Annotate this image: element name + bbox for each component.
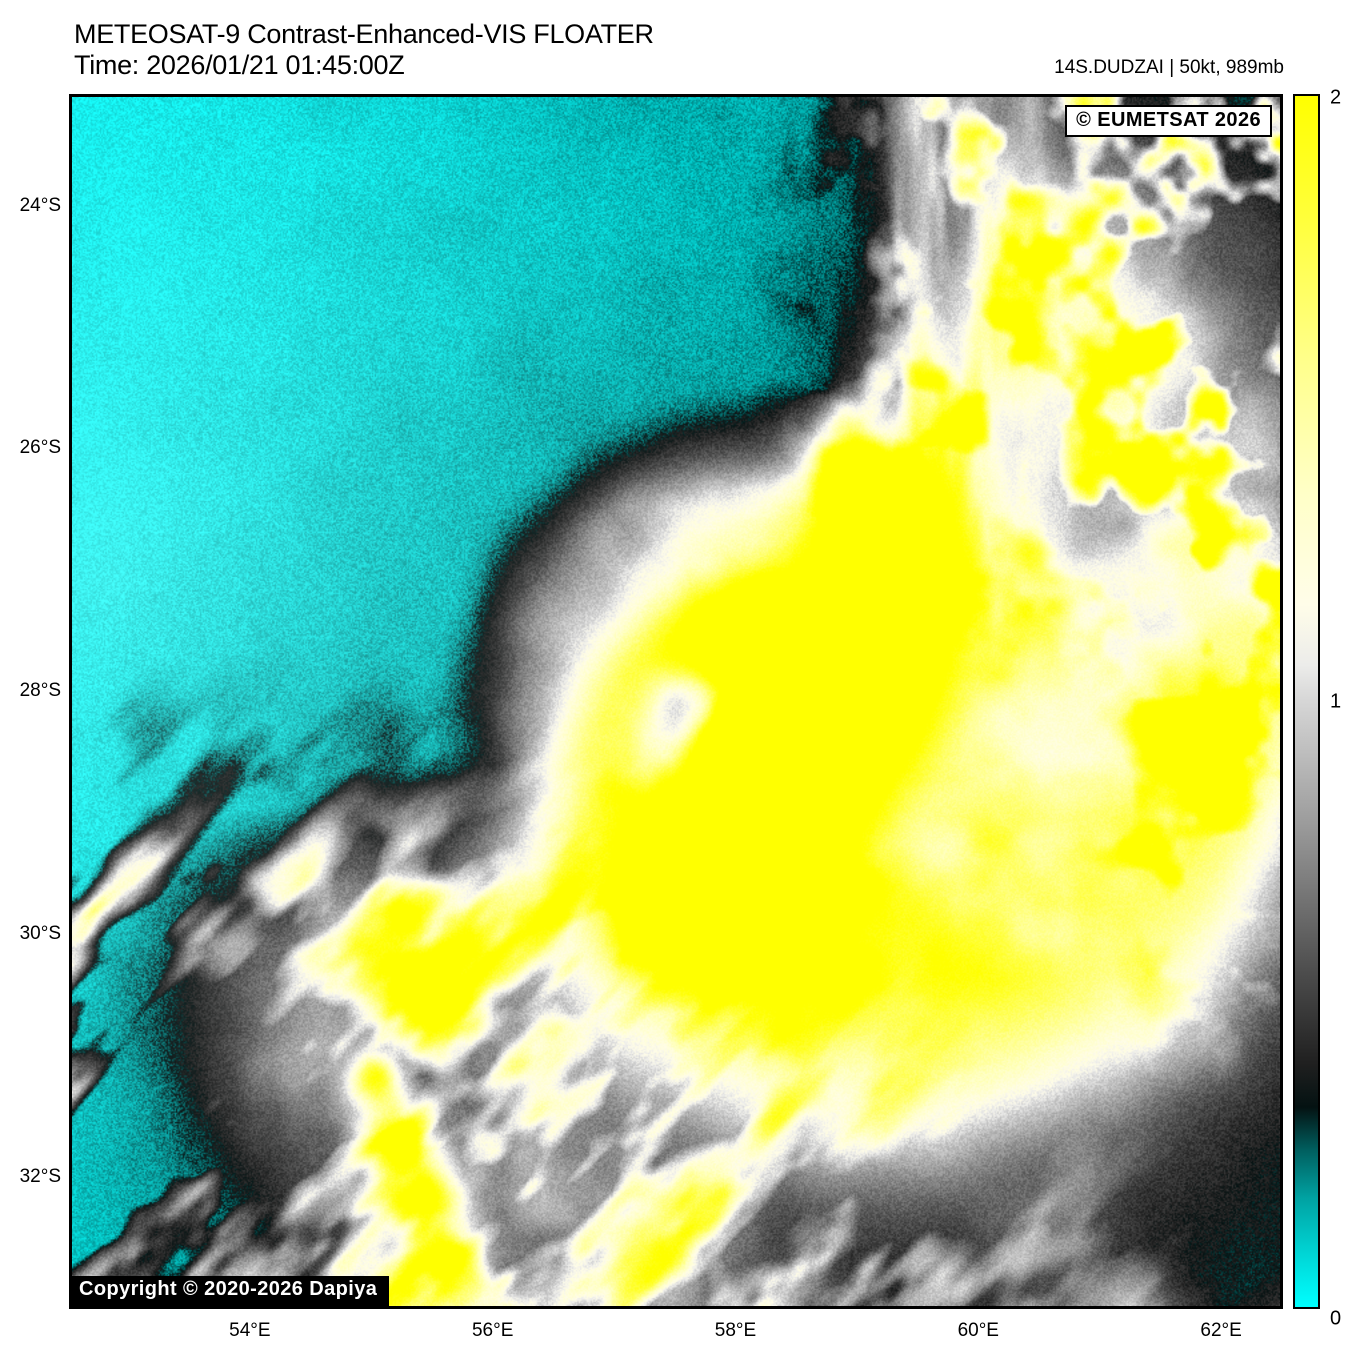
colorbar-tick-label: 0 — [1330, 1307, 1342, 1330]
lat-tick-label: 32°S — [19, 1165, 61, 1187]
lat-tick-label: 26°S — [19, 437, 61, 459]
lat-tick-label: 30°S — [19, 922, 61, 944]
header: METEOSAT-9 Contrast-Enhanced-VIS FLOATER… — [74, 19, 654, 81]
colorbar-tick-label: 1 — [1330, 690, 1342, 712]
lon-tick-label: 60°E — [957, 1320, 999, 1341]
map-frame: © EUMETSAT 2026 Copyright © 2020-2026 Da… — [69, 94, 1283, 1309]
lon-tick-label: 54°E — [229, 1320, 271, 1341]
storm-annotation: 14S.DUDZAI | 50kt, 989mb — [1054, 57, 1284, 78]
lon-tick-label: 62°E — [1200, 1320, 1242, 1341]
page-title: METEOSAT-9 Contrast-Enhanced-VIS FLOATER — [74, 19, 654, 49]
time-label: Time: 2026/01/21 01:45:00Z — [74, 50, 405, 80]
lon-tick-label: 58°E — [714, 1320, 757, 1341]
dapiya-copyright: Copyright © 2020-2026 Dapiya — [72, 1276, 390, 1306]
satellite-image-canvas — [72, 97, 1280, 1306]
eumetsat-watermark: © EUMETSAT 2026 — [1065, 105, 1272, 137]
colorbar-gradient — [1293, 94, 1320, 1309]
lat-tick-label: 24°S — [19, 194, 61, 216]
lon-tick-label: 56°E — [471, 1320, 514, 1341]
lat-tick-label: 28°S — [19, 680, 61, 702]
colorbar-tick-label: 2 — [1330, 86, 1342, 109]
